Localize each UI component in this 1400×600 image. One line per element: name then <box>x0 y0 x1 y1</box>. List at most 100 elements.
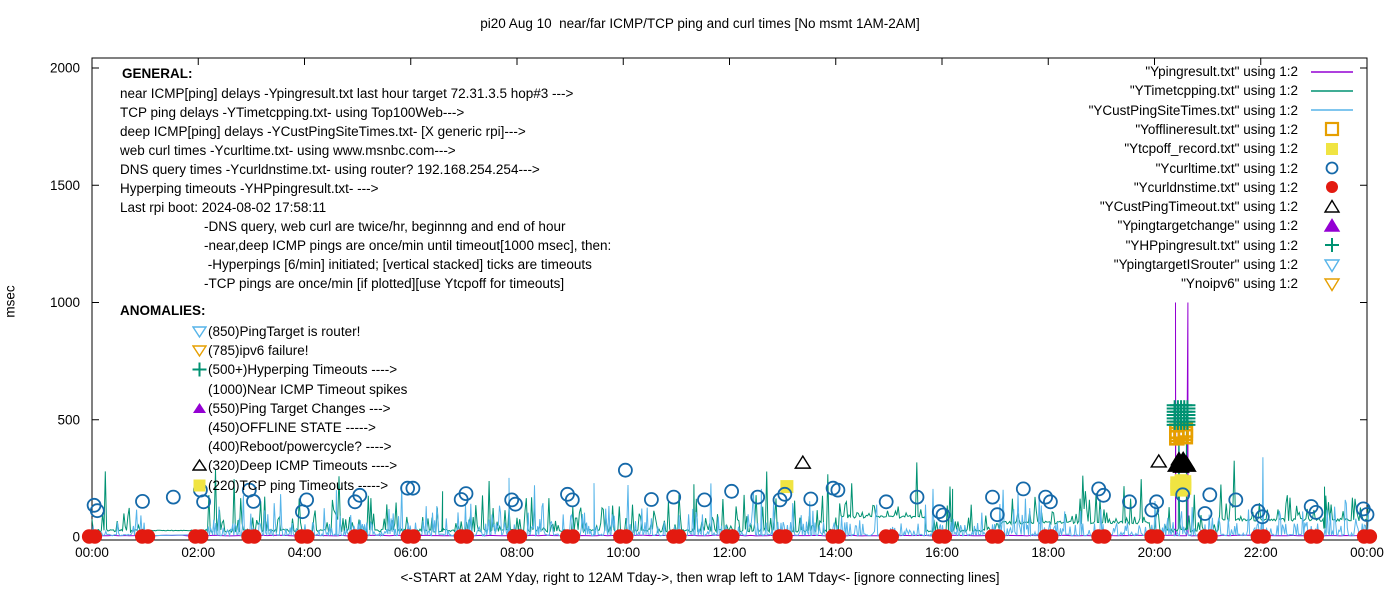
general-line: near ICMP[ping] delays -Ypingresult.txt … <box>120 86 574 101</box>
anomaly-label: (400)Reboot/powercycle? ----> <box>208 439 392 455</box>
series-ycurldnstimetxt <box>81 529 1378 544</box>
open-circle-marker <box>1043 494 1058 510</box>
y-tick-label: 2000 <box>50 61 80 76</box>
filled-dot-marker <box>512 529 528 544</box>
filled-dot-marker <box>353 529 368 544</box>
x-tick-label: 08:00 <box>500 545 534 560</box>
legend-marker-sample <box>1323 278 1341 292</box>
anomaly-item: (320)Deep ICMP Timeouts ----> <box>192 456 397 475</box>
legend-row: "Ycurldnstime.txt" using 1:2 <box>1134 178 1356 197</box>
filled-dot-marker <box>87 529 103 544</box>
legend-label: "Ytcpoff_record.txt" using 1:2 <box>1124 141 1298 157</box>
legend-line-sample <box>1311 90 1353 92</box>
filled-dot-marker <box>140 529 156 544</box>
legend-marker-sample <box>1323 258 1341 273</box>
general-line: TCP ping delays -YTimetcpping.txt- using… <box>120 105 465 120</box>
up-triangle-icon <box>193 402 206 413</box>
open-circle-marker <box>1096 487 1111 503</box>
filled-dot-marker <box>619 529 634 544</box>
open-circle-marker <box>724 483 739 499</box>
filled-dot-marker <box>884 529 899 544</box>
legend-row: "Yofflineresult.txt" using 1:2 <box>1135 120 1356 139</box>
anomaly-icon-slot <box>192 401 208 416</box>
anomaly-label: (1000)Near ICMP Timeout spikes <box>208 381 408 397</box>
legend-marker-sample <box>1326 181 1338 194</box>
legend-label: "Ynoipv6" using 1:2 <box>1181 276 1298 292</box>
general-line: web curl times -Ycurltime.txt- using www… <box>120 143 456 158</box>
filled-dot-marker <box>194 529 209 544</box>
filled-dot-marker <box>1362 529 1378 544</box>
open-square-marker <box>1177 422 1194 438</box>
series-line-ycustpingsitetimestxt <box>91 457 1370 538</box>
x-tick-label: 00:00 <box>1350 545 1384 560</box>
open-circle-marker <box>697 492 712 508</box>
filled-dot-marker <box>1044 529 1059 544</box>
legend-marker-sample <box>1325 161 1339 175</box>
open-circle-marker <box>299 492 315 508</box>
filled-dot-marker <box>990 529 1006 544</box>
legend-label: "YHPpingresult.txt" using 1:2 <box>1125 237 1298 253</box>
legend-marker-sample <box>1323 218 1341 232</box>
x-tick-label: 22:00 <box>1244 545 1278 560</box>
anomaly-item: (550)Ping Target Changes ---> <box>192 399 390 418</box>
legend-label: "YCustPingTimeout.txt" using 1:2 <box>1099 199 1298 215</box>
anomaly-item: (220)TCP ping Timeouts -----> <box>192 476 388 495</box>
filled-dot-marker <box>247 529 262 544</box>
anomaly-label: (320)Deep ICMP Timeouts ----> <box>208 458 398 474</box>
anomaly-label: (550)Ping Target Changes ---> <box>208 400 391 416</box>
anomaly-item: (400)Reboot/powercycle? ----> <box>192 437 391 456</box>
general-line: deep ICMP[ping] delays -YCustPingSiteTim… <box>120 124 526 139</box>
open-circle-marker <box>1015 481 1031 497</box>
anomaly-item: (850)PingTarget is router! <box>192 322 360 341</box>
anomaly-icon-slot <box>192 420 208 435</box>
open-circle-marker <box>989 507 1005 523</box>
open-circle-marker <box>1038 489 1053 505</box>
anomaly-item: (785)ipv6 failure! <box>192 341 309 360</box>
open-circle-marker <box>878 494 894 510</box>
legend-label: "Yofflineresult.txt" using 1:2 <box>1135 121 1298 137</box>
filled-dot-marker <box>565 529 581 544</box>
open-circle-marker <box>1122 494 1137 510</box>
legend-label: "YTimetcpping.txt" using 1:2 <box>1129 83 1298 99</box>
open-circle-marker <box>618 462 633 478</box>
y-axis-label: msec <box>2 285 18 318</box>
open-circle-marker <box>1175 487 1191 503</box>
x-tick-label: 00:00 <box>75 545 109 560</box>
legend-row: "YHPpingresult.txt" using 1:2 <box>1126 236 1356 255</box>
open-circle-marker <box>1144 502 1160 518</box>
anomaly-icon-slot <box>192 458 208 473</box>
filled-dot-marker <box>672 529 687 544</box>
open-circle-marker <box>1202 487 1218 503</box>
anomaly-item: (1000)Near ICMP Timeout spikes <box>192 380 407 399</box>
general-line: DNS query times -Ycurldnstime.txt- using… <box>120 162 540 177</box>
x-tick-label: 14:00 <box>819 545 853 560</box>
x-axis-label: <-START at 2AM Yday, right to 12AM Tday-… <box>400 570 1000 585</box>
y-tick-label: 1500 <box>50 178 80 193</box>
y-tick-label: 500 <box>57 412 80 427</box>
open-circle-marker <box>1149 494 1164 510</box>
legend-line-sample <box>1311 109 1353 111</box>
legend-row: "Ynoipv6" using 1:2 <box>1181 274 1356 293</box>
legend-label: "YpingtargetISrouter" using 1:2 <box>1113 257 1298 272</box>
square-icon <box>193 479 206 492</box>
plus-icon <box>192 362 207 377</box>
filled-dot-marker <box>459 529 474 544</box>
anomaly-icon-slot <box>192 439 208 454</box>
open-circle-marker <box>458 486 474 502</box>
series-yhppingresulttxt <box>1166 400 1196 430</box>
legend-row: "YCustPingTimeout.txt" using 1:2 <box>1100 197 1356 216</box>
open-circle-marker <box>246 493 261 509</box>
anomalies-heading: ANOMALIES: <box>120 303 206 318</box>
legend-line-sample <box>1311 70 1353 73</box>
open-circle-marker <box>750 489 766 505</box>
triangle-marker <box>1172 458 1190 473</box>
legend-row: "YTimetcpping.txt" using 1:2 <box>1130 81 1356 100</box>
x-tick-label: 04:00 <box>288 545 322 560</box>
legend-row: "Ypingresult.txt" using 1:2 <box>1145 62 1356 81</box>
x-tick-label: 16:00 <box>925 545 959 560</box>
series-ycustpingtimeouttxt <box>794 451 1197 473</box>
up-triangle-icon <box>192 459 207 472</box>
anomaly-icon-slot <box>192 478 208 493</box>
